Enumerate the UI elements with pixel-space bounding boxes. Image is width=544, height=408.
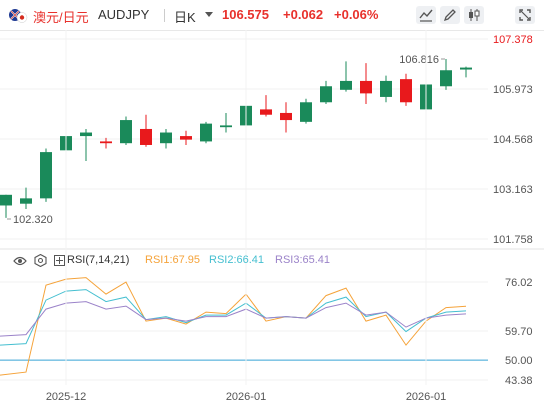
candle-body	[120, 120, 132, 144]
rsi-tick-label: 50.00	[505, 355, 533, 367]
rsi-line-rsi2	[0, 289, 467, 346]
period-selector[interactable]: 日K	[174, 10, 196, 25]
candle-body	[320, 86, 332, 103]
rsi-line-rsi3	[0, 301, 467, 337]
price-grid	[0, 38, 488, 240]
rsi-tick-label: 43.38	[505, 375, 533, 387]
candle-body	[440, 70, 452, 87]
time-tick-label: 2026-01	[226, 391, 266, 403]
time-axis: 2025-12 2026-01 2026-01	[46, 30, 446, 403]
price-tick-label: 103.163	[493, 184, 533, 196]
candle-body	[340, 80, 352, 90]
last-price: 106.575	[222, 7, 269, 22]
candle-body	[220, 125, 232, 128]
price-tick-label: 105.973	[493, 84, 533, 96]
candle-body	[40, 152, 52, 199]
candle-body	[200, 123, 212, 142]
rsi-axis: 76.02 59.70 50.00 43.38	[505, 277, 533, 387]
rsi2-value: RSI2:66.41	[209, 254, 265, 266]
indicator-select-icon[interactable]	[54, 255, 65, 266]
line-chart-icon	[419, 9, 433, 22]
rsi-label: RSI(7,14,21)	[67, 254, 130, 266]
candle-body	[180, 136, 192, 140]
candle-body	[20, 198, 32, 204]
price-change-percent: +0.06%	[334, 7, 379, 22]
rsi-legend: RSI(7,14,21) RSI1:67.95 RSI2:66.41 RSI3:…	[0, 250, 480, 272]
candle-body	[0, 194, 12, 206]
line-chart-button[interactable]	[416, 6, 436, 24]
candle-body	[380, 80, 392, 97]
rsi-tick-label: 76.02	[505, 277, 533, 289]
candle-body	[280, 112, 292, 121]
chart-canvas: 107.378 105.973 104.568 103.163 101.758 106.…	[0, 30, 544, 403]
candle-body	[260, 109, 272, 115]
candle-body	[80, 132, 92, 137]
header-divider	[164, 9, 165, 22]
fullscreen-icon	[519, 9, 531, 21]
rsi-tick-label: 59.70	[505, 326, 533, 338]
time-tick-label: 2025-12	[46, 391, 86, 403]
fullscreen-button[interactable]	[515, 6, 535, 24]
low-price-label: 102.320	[13, 214, 53, 226]
chart-header: 澳元/日元 AUDJPY 日K 106.575 +0.062 +0.06%	[0, 0, 544, 31]
candlestick-series	[0, 59, 472, 218]
candle-body	[300, 102, 312, 122]
time-tick-label: 2026-01	[406, 391, 446, 403]
price-axis: 107.378 105.973 104.568 103.163 101.758	[493, 34, 533, 246]
rsi1-value: RSI1:67.95	[145, 254, 201, 266]
australia-flag-icon	[9, 9, 28, 23]
candle-body	[140, 128, 152, 145]
visibility-icon[interactable]	[13, 255, 27, 267]
rsi-line-rsi1	[0, 277, 467, 376]
rsi-series	[0, 277, 467, 376]
candle-type-button[interactable]	[464, 6, 484, 24]
candle-body	[460, 67, 472, 70]
high-price-label: 106.816	[399, 54, 439, 66]
price-tick-label: 104.568	[493, 134, 533, 146]
symbol-code: AUDJPY	[98, 7, 150, 22]
draw-button[interactable]	[440, 6, 460, 24]
draw-pen-icon	[443, 9, 456, 22]
price-change: +0.062	[283, 7, 324, 22]
candle-body	[160, 132, 172, 144]
rsi3-value: RSI3:65.41	[275, 254, 331, 266]
chevron-down-icon[interactable]	[205, 12, 213, 17]
price-annotations: 106.816 102.320	[7, 54, 445, 226]
candle-body	[100, 141, 112, 144]
settings-icon[interactable]	[34, 254, 47, 267]
candle-type-icon	[469, 9, 480, 21]
pair-name[interactable]: 澳元/日元	[33, 10, 89, 25]
candle-body	[360, 80, 372, 94]
price-tick-label: 101.758	[493, 234, 533, 246]
candle-body	[400, 79, 412, 103]
price-tick-label: 107.378	[493, 34, 533, 46]
